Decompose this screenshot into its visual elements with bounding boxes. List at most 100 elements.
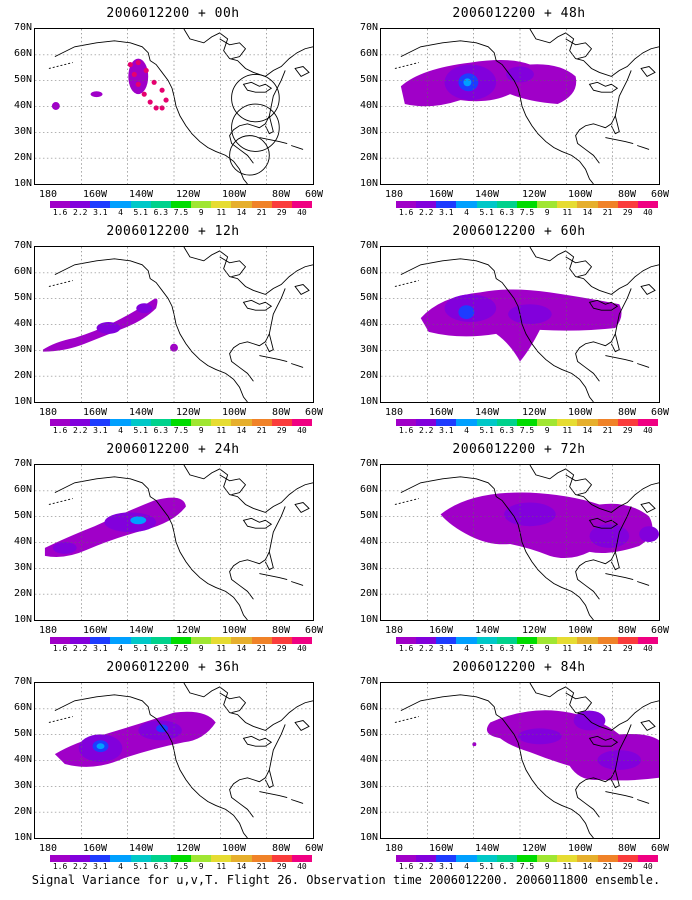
colorbar-swatch (251, 201, 272, 208)
colorbar-label: 11 (216, 426, 227, 435)
colorbar-swatch (231, 637, 252, 644)
colorbar-label: 40 (297, 644, 307, 653)
map-plot-area (380, 464, 660, 621)
lat-tick-label: 20N (13, 370, 32, 381)
colorbar-label: 40 (297, 208, 307, 217)
colorbar-swatch (637, 855, 659, 862)
colorbar-swatch (516, 855, 538, 862)
map-plot-area (380, 246, 660, 403)
colorbar-label: 29 (276, 426, 287, 435)
lat-tick-label: 10N (13, 178, 32, 189)
lat-tick-label: 70N (13, 22, 32, 33)
colorbar-swatch (271, 637, 292, 644)
variance-map (35, 29, 313, 184)
lon-tick-label: 80W (617, 189, 637, 200)
lat-tick-label: 30N (359, 344, 378, 355)
lat-tick-label: 40N (359, 100, 378, 111)
colorbar-swatch (476, 201, 497, 208)
colorbar-swatch (211, 201, 232, 208)
lat-tick-label: 70N (13, 676, 32, 687)
colorbar-labels: 1.6 2.2 3.1 4 5.1 6.3 7.5 9 11 14 21 29 40 (396, 644, 658, 654)
colorbar-label: 6.3 (499, 208, 515, 217)
map-plot-area (34, 682, 314, 839)
colorbar-label: 29 (276, 862, 287, 871)
colorbar-label: 2.2 (419, 644, 434, 653)
colorbar-label: 3.1 (93, 426, 108, 435)
colorbar-label: 40 (297, 426, 307, 435)
lat-tick-label: 10N (13, 614, 32, 625)
colorbar-label: 9 (544, 862, 550, 871)
colorbar-swatch (150, 419, 171, 426)
colorbar-label: 9 (544, 208, 550, 217)
lon-tick-label: 120W (175, 625, 201, 636)
colorbar-label: 14 (236, 426, 247, 435)
colorbar-swatch (191, 855, 212, 862)
lon-tick-label: 180 (38, 189, 58, 200)
lat-tick-label: 30N (13, 126, 32, 137)
colorbar-swatch (476, 637, 497, 644)
variance-map (381, 29, 659, 184)
colorbar-swatch (496, 419, 517, 426)
lat-tick-label: 60N (13, 702, 32, 713)
map-plot-area (34, 464, 314, 621)
colorbar-swatch (537, 419, 558, 426)
colorbar-label: 11 (562, 426, 573, 435)
lat-tick-label: 20N (13, 152, 32, 163)
colorbar-label: 21 (256, 208, 267, 217)
colorbar-swatch (476, 855, 497, 862)
colorbar-label: 5.1 (479, 644, 494, 653)
lat-tick-label: 70N (359, 676, 378, 687)
colorbar-swatch (70, 201, 91, 208)
colorbar-labels: 1.6 2.2 3.1 4 5.1 6.3 7.5 9 11 14 21 29 40 (50, 644, 312, 654)
colorbar-label: 1.6 (52, 426, 68, 435)
colorbar-label: 3.1 (93, 208, 108, 217)
colorbar-swatch (436, 419, 457, 426)
colorbar-swatch (191, 419, 212, 426)
lat-tick-label: 40N (359, 536, 378, 547)
lon-tick-label: 140W (474, 843, 500, 854)
colorbar (396, 637, 659, 644)
colorbar-label: 3.1 (93, 644, 108, 653)
colorbar-swatch (291, 637, 313, 644)
lat-tick-label: 70N (13, 240, 32, 251)
colorbar-swatch (251, 419, 272, 426)
colorbar-label: 7.5 (519, 426, 535, 435)
lon-tick-label: 120W (175, 843, 201, 854)
variance-map (381, 247, 659, 402)
colorbar-swatch (637, 201, 659, 208)
colorbar-swatch (291, 855, 313, 862)
colorbar-label: 4 (118, 644, 123, 653)
lon-tick-label: 120W (175, 407, 201, 418)
colorbar-swatch (496, 201, 517, 208)
lat-tick-label: 10N (359, 178, 378, 189)
colorbar-swatch (110, 855, 131, 862)
lon-tick-label: 120W (175, 189, 201, 200)
colorbar-label: 2.2 (73, 426, 88, 435)
variance-field (400, 60, 577, 107)
colorbar-swatch (110, 419, 131, 426)
colorbar-swatch (231, 855, 252, 862)
colorbar-label: 2.2 (419, 208, 434, 217)
colorbar-swatch (396, 419, 417, 426)
lon-tick-label: 140W (128, 843, 154, 854)
lon-tick-label: 80W (271, 189, 291, 200)
colorbar-swatch (537, 855, 558, 862)
lat-tick-label: 40N (13, 536, 32, 547)
lon-tick-label: 60W (304, 843, 324, 854)
colorbar-swatch (557, 419, 578, 426)
colorbar-swatch (597, 201, 618, 208)
lon-tick-label: 100W (221, 407, 247, 418)
colorbar-swatch (416, 855, 437, 862)
colorbar-swatch (50, 419, 71, 426)
lon-tick-label: 160W (428, 189, 454, 200)
colorbar-swatch (496, 637, 517, 644)
colorbar-swatch (476, 419, 497, 426)
lon-tick-label: 140W (474, 189, 500, 200)
panel-title: 2006012200 + 36h (106, 660, 240, 675)
colorbar-swatch (150, 637, 171, 644)
colorbar-labels: 1.6 2.2 3.1 4 5.1 6.3 7.5 9 11 14 21 29 40 (50, 208, 312, 218)
colorbar-swatch (50, 201, 71, 208)
colorbar-label: 9 (544, 426, 550, 435)
colorbar-swatch (211, 419, 232, 426)
lon-tick-label: 80W (271, 625, 291, 636)
